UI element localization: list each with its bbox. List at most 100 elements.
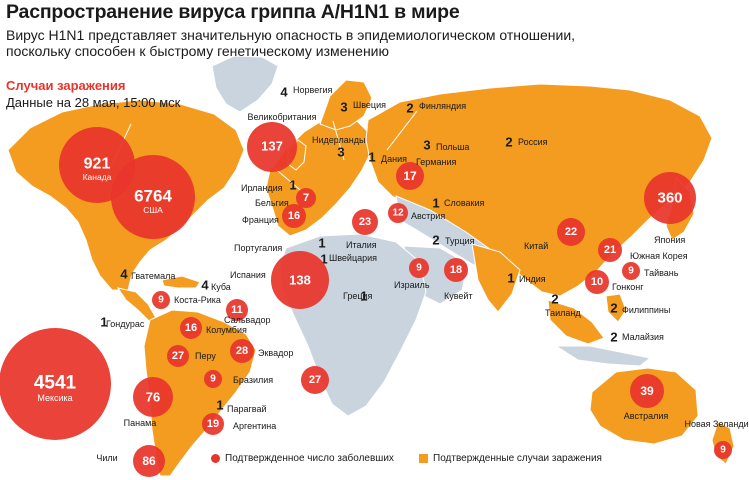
orange-square-icon <box>419 454 428 463</box>
country-name: Парагвай <box>227 404 266 414</box>
case-count: 2 <box>551 292 558 307</box>
country-name: Колумбия <box>206 325 247 335</box>
case-count: 11 <box>231 304 243 316</box>
greenland-shape <box>211 55 279 113</box>
marker-16: 12 Австрия <box>388 203 445 223</box>
country-name: Великобритания <box>247 112 316 122</box>
case-count: 4541 <box>34 373 77 394</box>
marker-48: 9 Новая Зеландия <box>684 419 749 459</box>
case-count: 27 <box>172 350 184 362</box>
marker-10: 2 Россия <box>505 135 547 150</box>
bubble <box>396 162 424 190</box>
country-name: Мексика <box>37 393 72 403</box>
case-count: 360 <box>657 190 682 207</box>
country-name: Испания <box>230 270 266 280</box>
country-name: Коста-Рика <box>174 295 221 305</box>
bubble <box>204 370 222 388</box>
central-america-shape <box>116 287 157 323</box>
country-name: Германия <box>416 157 456 167</box>
case-count: 39 <box>640 384 654 398</box>
country-name: Куба <box>211 282 231 292</box>
bubble <box>202 413 224 435</box>
marker-42: 9 Бразилия <box>204 370 273 388</box>
case-count: 1 <box>320 252 327 267</box>
marker-27: 360 Япония <box>644 172 696 245</box>
case-count: 2 <box>406 101 413 116</box>
marker-23: 9 Израиль <box>394 258 430 290</box>
marker-26: 22 Китай <box>524 218 585 251</box>
red-dot-icon <box>211 454 220 463</box>
case-count: 21 <box>604 244 616 256</box>
country-name: Канада <box>83 172 112 182</box>
country-name: Гондурас <box>106 319 145 329</box>
marker-49: 27 <box>301 366 329 394</box>
bubble <box>111 155 195 239</box>
country-name: Нидерланды <box>312 135 365 145</box>
bubble <box>152 291 170 309</box>
case-count: 23 <box>359 216 371 228</box>
case-count: 2 <box>432 233 439 248</box>
bubble <box>409 258 429 278</box>
case-count: 921 <box>84 156 111 173</box>
country-name: Португалия <box>234 243 282 253</box>
case-count: 1 <box>507 271 514 286</box>
country-name: Панама <box>124 418 157 428</box>
case-count: 4 <box>280 85 288 100</box>
country-name: Гватемала <box>131 271 175 281</box>
bubble <box>388 203 408 223</box>
case-count: 4 <box>120 267 128 282</box>
marker-18: 23 Италия <box>346 209 378 250</box>
case-count: 9 <box>158 295 164 306</box>
marker-24: 18 Кувейт <box>444 258 473 301</box>
country-name: Япония <box>654 235 685 245</box>
country-name: Филиппины <box>622 305 670 315</box>
case-count: 137 <box>261 139 283 154</box>
marker-29: 9 Тайвань <box>622 262 679 280</box>
marker-6: 137 Великобритания <box>247 112 317 172</box>
bubble <box>0 328 111 440</box>
marker-19: 1 Швейцария <box>320 252 377 267</box>
marker-47: 39 Австралия <box>624 374 669 421</box>
case-count: 10 <box>591 276 603 288</box>
country-name: Южная Корея <box>630 251 688 261</box>
country-name: Китай <box>524 241 548 251</box>
marker-14: 1 Словакия <box>432 196 484 211</box>
bubble <box>296 188 316 208</box>
marker-44: 1 Парагвай <box>216 398 266 415</box>
country-name: Малайзия <box>622 332 664 342</box>
country-name: Финляндия <box>419 101 466 111</box>
country-name: Швейцария <box>329 253 377 263</box>
bubble <box>585 270 609 294</box>
marker-35: 4 Куба <box>201 278 230 293</box>
case-count: 3 <box>423 138 430 153</box>
country-name: Австралия <box>624 411 669 421</box>
country-name: Бельгия <box>255 198 289 208</box>
case-count: 138 <box>289 273 311 288</box>
case-count: 2 <box>610 301 617 316</box>
marker-20: 2 Турция <box>432 233 474 248</box>
country-name: Польша <box>436 142 469 152</box>
country-name: Индия <box>519 274 546 284</box>
country-name: Норвегия <box>293 85 333 95</box>
marker-21: 138 Испания <box>230 251 329 309</box>
data-date: Данные на 28 мая, 15:00 мск <box>6 95 181 110</box>
marker-13: 7 Бельгия <box>255 188 316 208</box>
marker-15: 16 Франция <box>242 204 306 228</box>
scandinavia-shape <box>319 79 373 131</box>
marker-9: 3 Польша <box>423 138 469 153</box>
case-count: 3 <box>337 145 344 160</box>
case-count: 16 <box>185 322 197 334</box>
marker-39: 16 Колумбия <box>180 317 247 339</box>
case-count: 1 <box>360 289 367 304</box>
legend-confirmed-cases: Подтвержденные случаи заражения <box>419 453 602 464</box>
bubble <box>133 377 173 417</box>
country-name: Дания <box>381 154 407 164</box>
